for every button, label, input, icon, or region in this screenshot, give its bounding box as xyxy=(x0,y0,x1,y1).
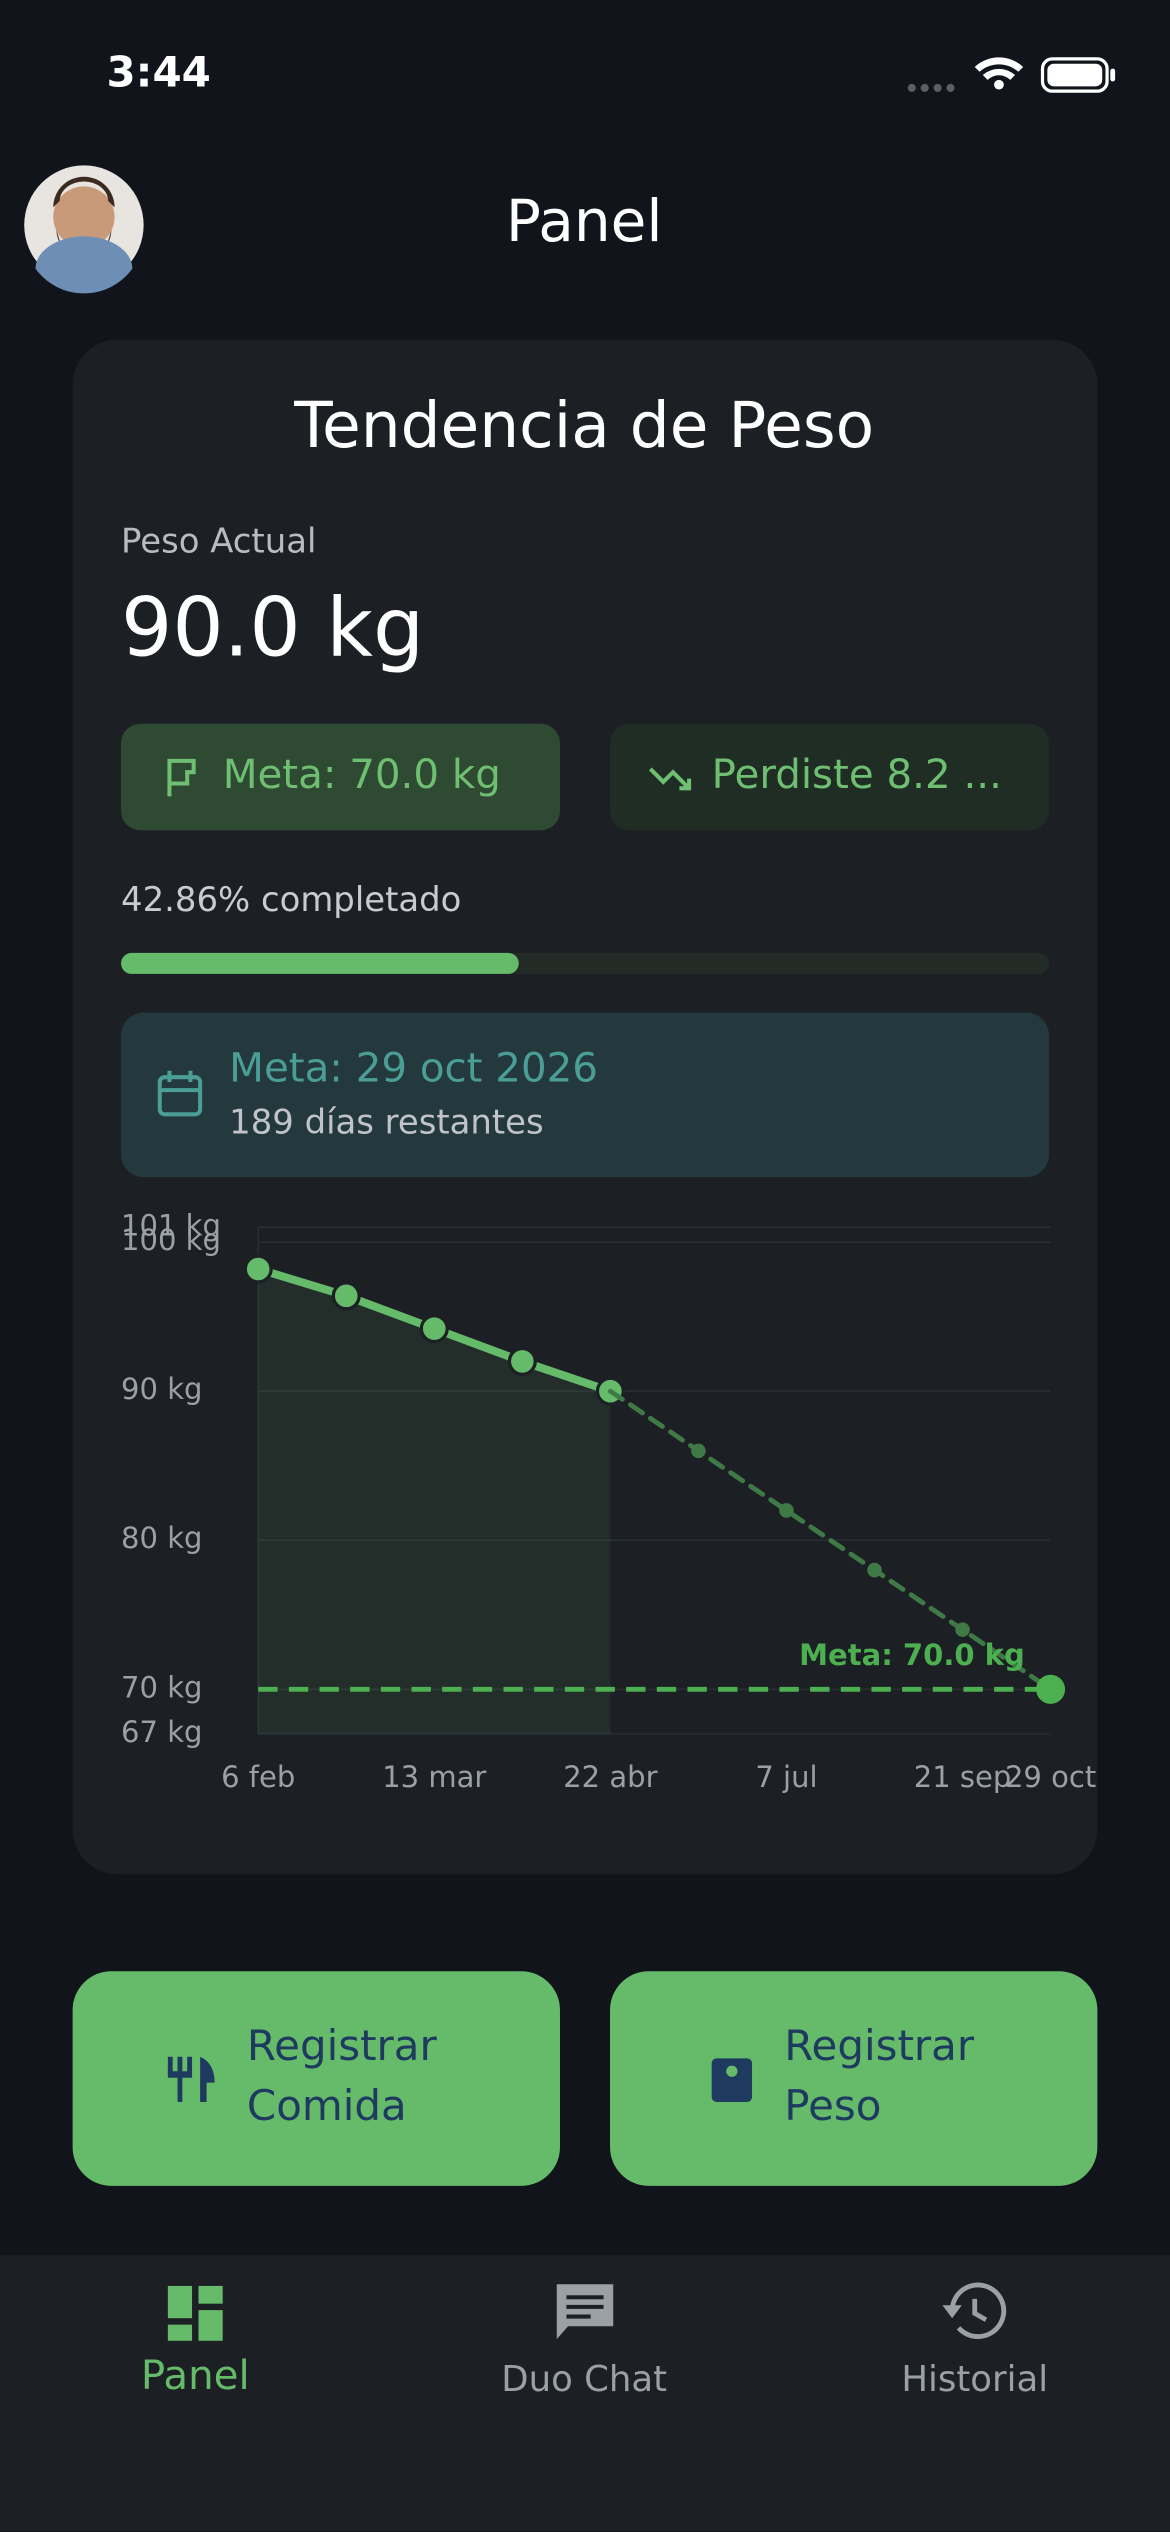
y-tick-label: 101 kg xyxy=(121,1208,221,1242)
battery-icon xyxy=(1040,57,1116,93)
action-button[interactable] xyxy=(72,1971,560,2186)
action-label: Peso xyxy=(784,2081,881,2130)
loss-badge-text: Perdiste 8.2 ... xyxy=(712,751,1002,798)
area xyxy=(258,1268,611,1734)
status-time: 3:44 xyxy=(107,48,211,97)
y-tick-label: 90 kg xyxy=(121,1372,202,1406)
data-point xyxy=(691,1443,706,1459)
nav-label: Duo Chat xyxy=(501,2359,667,2400)
calendar-icon xyxy=(157,1070,203,1117)
history-icon[interactable] xyxy=(949,2282,1007,2339)
y-tick-label: 80 kg xyxy=(121,1521,202,1555)
goal-badge-text: Meta: 70.0 kg xyxy=(223,751,501,798)
y-tick-label: 67 kg xyxy=(121,1715,202,1749)
action-button[interactable] xyxy=(610,1971,1098,2186)
data-point xyxy=(331,1281,361,1311)
target-date-box xyxy=(121,1012,1049,1178)
x-tick-label: 13 mar xyxy=(382,1760,486,1794)
progress-fill xyxy=(121,952,519,974)
data-point xyxy=(419,1314,449,1344)
history-arrow xyxy=(942,2305,962,2319)
x-tick-label: 21 sep xyxy=(914,1760,1012,1794)
chat-icon[interactable] xyxy=(556,2284,614,2340)
y-tick-label: 100 kg xyxy=(121,1223,221,1257)
action-label: Comida xyxy=(247,2081,407,2130)
action-buttons: Registrar Comida Registrar Peso xyxy=(72,1971,1098,2186)
dashboard-icon[interactable] xyxy=(167,2285,223,2341)
data-point xyxy=(955,1622,970,1637)
x-tick-label: 22 abr xyxy=(563,1760,657,1794)
current-value: 90.0 kg xyxy=(121,581,424,675)
header-title: Panel xyxy=(506,187,663,255)
data-point xyxy=(1036,1674,1066,1704)
goal-label: Meta: 70.0 kg xyxy=(799,1638,1025,1672)
trend-down-icon xyxy=(648,767,692,791)
x-tick-label: 7 jul xyxy=(755,1760,817,1794)
current-label: Peso Actual xyxy=(121,522,316,561)
x-tick-label: 29 oct xyxy=(1005,1760,1096,1794)
fork-knife-icon xyxy=(167,2056,215,2102)
card-title: Tendencia de Peso xyxy=(293,389,874,462)
scale-icon xyxy=(711,2058,753,2102)
y-tick-label: 70 kg xyxy=(121,1670,202,1704)
nav-labels: Panel Duo Chat Historial xyxy=(141,2352,1048,2400)
data-point xyxy=(507,1346,537,1376)
action-label: Registrar xyxy=(784,2021,975,2070)
nav-label: Panel xyxy=(141,2352,250,2399)
avatar[interactable] xyxy=(24,165,144,294)
goal-badge xyxy=(121,723,560,831)
wifi-icon xyxy=(974,57,1024,90)
data-point xyxy=(243,1254,273,1284)
data-point xyxy=(779,1503,794,1518)
data-point xyxy=(867,1562,882,1578)
days-left: 189 días restantes xyxy=(229,1102,543,1141)
series-line xyxy=(607,1388,1053,1692)
progress-label: 42.86% completado xyxy=(121,880,461,919)
x-tick-label: 6 feb xyxy=(221,1760,295,1794)
loss-badge xyxy=(610,723,1049,831)
nav-label: Historial xyxy=(901,2359,1048,2400)
target-date: Meta: 29 oct 2026 xyxy=(229,1045,598,1092)
signal-icon xyxy=(907,83,955,92)
flag-icon xyxy=(167,758,196,797)
action-label: Registrar xyxy=(247,2021,438,2070)
